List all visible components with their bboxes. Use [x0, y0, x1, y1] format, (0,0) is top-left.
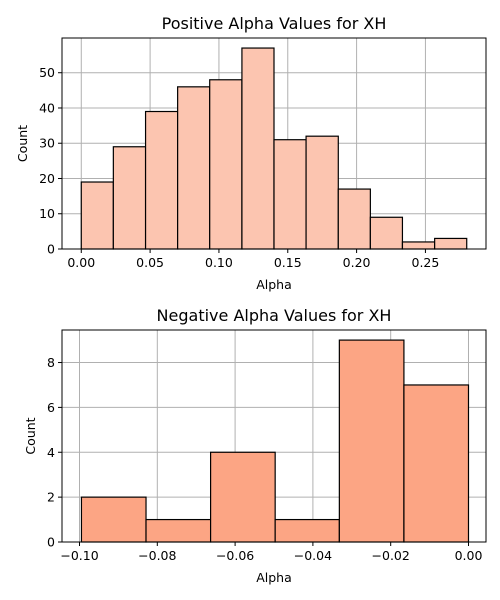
histogram-bar: [145, 518, 212, 543]
x-tick-label: −0.10: [60, 548, 98, 563]
histogram-bar: [80, 181, 114, 250]
x-axis-label: Alpha: [256, 277, 292, 292]
histogram-bar: [274, 518, 340, 543]
x-tick-label: 0.05: [136, 255, 164, 270]
histogram-bar: [144, 110, 179, 250]
histogram-bar: [369, 216, 404, 250]
histogram-bar: [305, 135, 339, 250]
x-tick-label: −0.04: [294, 548, 332, 563]
x-tick-label: −0.08: [138, 548, 176, 563]
histogram-bar: [403, 384, 470, 543]
y-tick-label: 50: [39, 65, 55, 80]
x-tick-label: 0.25: [412, 255, 440, 270]
histogram-bar: [80, 496, 147, 543]
x-tick-label: 0.00: [455, 548, 483, 563]
histogram-bar: [337, 188, 371, 250]
x-axis-label: Alpha: [256, 570, 292, 585]
x-tick-label: 0.00: [67, 255, 95, 270]
histogram-bar: [209, 451, 276, 543]
y-tick-label: 10: [39, 206, 55, 221]
plot-frame: [61, 329, 487, 543]
y-tick-label: 30: [39, 136, 55, 151]
chart-title: Negative Alpha Values for XH: [157, 306, 392, 325]
ticks: 0.00 0.05 0.10 0.15 0.20 0.25 0 10 20 30 40 50: [39, 65, 439, 270]
y-axis-label: Count: [23, 417, 38, 454]
negative-alpha-histogram: −0.10 −0.08 −0.06 −0.04 −0.02 0.00 0 2 4 6 8 Negat…: [23, 306, 487, 585]
histogram-bar: [434, 237, 468, 250]
x-tick-label: −0.02: [372, 548, 410, 563]
y-tick-label: 2: [47, 490, 55, 505]
y-tick-label: 0: [47, 535, 55, 550]
histogram-bar: [401, 241, 436, 250]
histogram-bar: [273, 139, 307, 250]
histogram-bar: [241, 47, 275, 250]
histogram-bar: [338, 339, 405, 543]
histogram-bar: [112, 146, 147, 250]
y-tick-label: 0: [47, 242, 55, 257]
histogram-bar: [177, 86, 211, 250]
bars: [80, 339, 470, 543]
x-tick-label: −0.06: [216, 548, 254, 563]
x-tick-label: 0.20: [343, 255, 371, 270]
ticks: −0.10 −0.08 −0.06 −0.04 −0.02 0.00 0 2 4 6 8: [47, 355, 482, 563]
y-tick-label: 6: [47, 400, 55, 415]
x-tick-label: 0.10: [205, 255, 233, 270]
bars: [80, 47, 468, 250]
y-tick-label: 8: [47, 355, 55, 370]
positive-alpha-histogram: 0.00 0.05 0.10 0.15 0.20 0.25 0 10 20 30 40 50 Posi…: [15, 14, 487, 292]
y-axis-label: Count: [15, 125, 30, 162]
y-tick-label: 4: [47, 445, 55, 460]
x-tick-label: 0.15: [274, 255, 302, 270]
histogram-bar: [209, 79, 243, 250]
chart-title: Positive Alpha Values for XH: [162, 14, 387, 33]
y-tick-label: 40: [39, 100, 55, 115]
y-tick-label: 20: [39, 171, 55, 186]
